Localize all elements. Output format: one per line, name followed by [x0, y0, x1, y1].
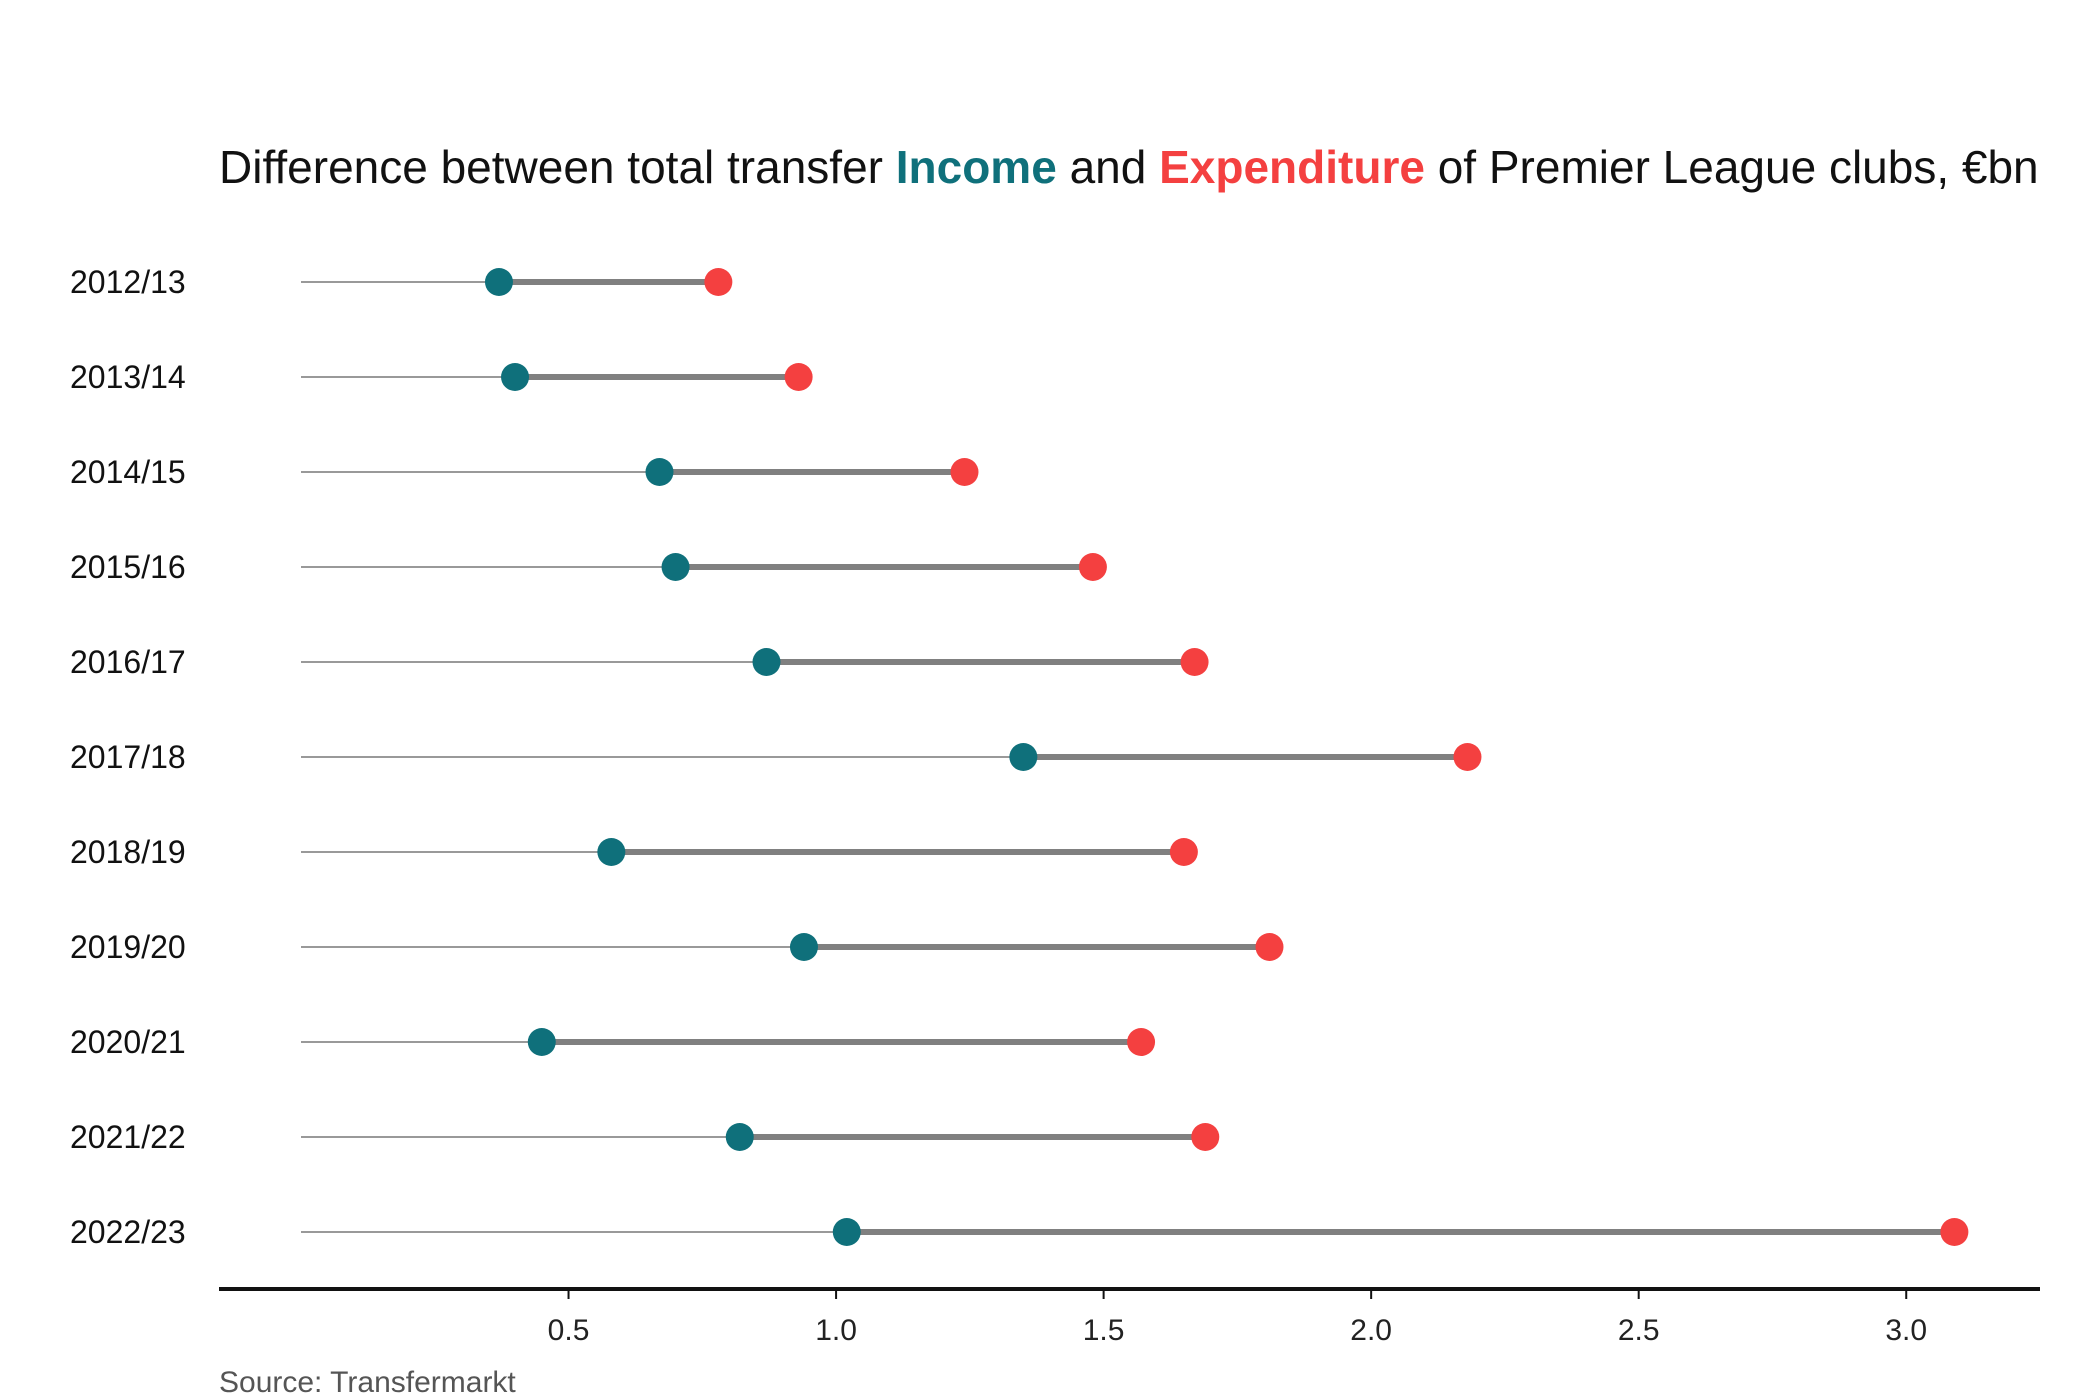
title-prefix: Difference between total transfer: [219, 141, 896, 193]
expenditure-point: [1180, 648, 1209, 676]
category-label: 2019/20: [70, 929, 186, 965]
category-label: 2021/22: [70, 1119, 186, 1155]
row-2018-19: 2018/19: [70, 834, 1198, 870]
x-tick-label: 0.5: [548, 1314, 590, 1347]
row-2012-13: 2012/13: [70, 264, 733, 300]
income-point: [661, 553, 690, 581]
x-tick-label: 1.5: [1083, 1314, 1125, 1347]
income-point: [527, 1028, 556, 1056]
chart-rows: 2012/13 2013/14 2014/15 2015/16 2016/17 2017/…: [70, 264, 1969, 1250]
expenditure-point: [950, 458, 979, 486]
source-note: Source: Transfermarkt: [219, 1366, 516, 1399]
x-tick-label: 2.5: [1618, 1314, 1660, 1347]
expenditure-point: [1078, 553, 1107, 581]
title-middle: and: [1056, 141, 1160, 193]
income-point: [789, 933, 818, 961]
category-label: 2020/21: [70, 1024, 186, 1060]
income-point: [752, 648, 781, 676]
category-label: 2012/13: [70, 264, 186, 300]
title-expenditure-word: Expenditure: [1159, 141, 1425, 193]
income-point: [1009, 743, 1038, 771]
row-2014-15: 2014/15: [70, 454, 979, 490]
expenditure-point: [1940, 1218, 1969, 1246]
category-label: 2014/15: [70, 454, 186, 490]
income-point: [484, 268, 513, 296]
income-point: [832, 1218, 861, 1246]
expenditure-point: [1453, 743, 1482, 771]
expenditure-point: [784, 363, 813, 391]
row-2013-14: 2013/14: [70, 359, 813, 395]
income-point: [725, 1123, 754, 1151]
income-point: [597, 838, 626, 866]
x-tick-label: 2.0: [1350, 1314, 1392, 1347]
x-tick-label: 1.0: [815, 1314, 857, 1347]
row-2020-21: 2020/21: [70, 1024, 1156, 1060]
row-2017-18: 2017/18: [70, 739, 1482, 775]
category-label: 2022/23: [70, 1214, 186, 1250]
expenditure-point: [1127, 1028, 1156, 1056]
category-label: 2017/18: [70, 739, 186, 775]
row-2015-16: 2015/16: [70, 549, 1107, 585]
chart-title: Difference between total transfer Income…: [219, 140, 2039, 194]
expenditure-point: [1255, 933, 1284, 961]
x-tick-label: 3.0: [1885, 1314, 1927, 1347]
title-suffix: of Premier League clubs, €bn: [1424, 141, 2039, 193]
expenditure-point: [704, 268, 733, 296]
row-2022-23: 2022/23: [70, 1214, 1969, 1250]
category-label: 2016/17: [70, 644, 186, 680]
title-income-word: Income: [895, 141, 1057, 193]
expenditure-point: [1169, 838, 1198, 866]
income-point: [501, 363, 530, 391]
row-2019-20: 2019/20: [70, 929, 1284, 965]
row-2016-17: 2016/17: [70, 644, 1209, 680]
category-label: 2018/19: [70, 834, 186, 870]
category-label: 2013/14: [70, 359, 186, 395]
x-axis-ticks: 0.5 1.0 1.5 2.0 2.5 3.0: [548, 1289, 1927, 1347]
expenditure-point: [1191, 1123, 1220, 1151]
row-2021-22: 2021/22: [70, 1119, 1220, 1155]
category-label: 2015/16: [70, 549, 186, 585]
income-point: [645, 458, 674, 486]
